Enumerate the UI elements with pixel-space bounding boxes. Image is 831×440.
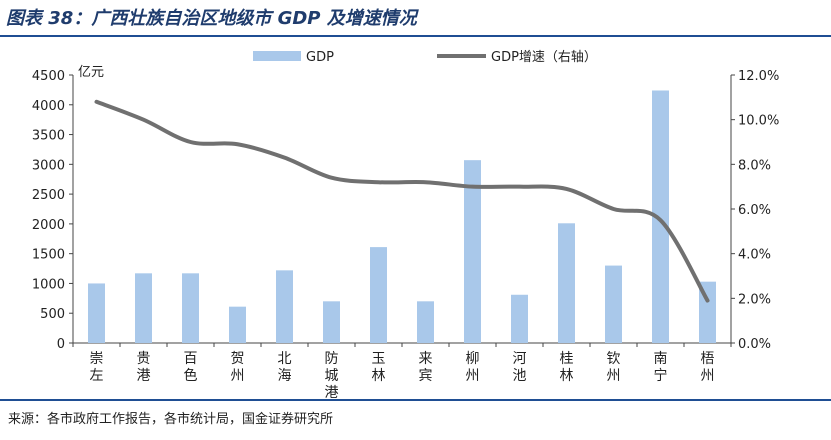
y2-tick-label: 10.0% bbox=[738, 114, 779, 129]
y-tick-label: 1500 bbox=[32, 248, 65, 263]
y-tick-label: 4500 bbox=[32, 69, 65, 84]
y-axis-unit: 亿元 bbox=[78, 65, 104, 80]
gdp-bar bbox=[558, 223, 575, 343]
gdp-bar bbox=[699, 281, 716, 343]
x-tick-label: 北海 bbox=[278, 351, 292, 384]
y-tick-label: 1000 bbox=[32, 277, 65, 292]
gdp-bar bbox=[464, 160, 481, 343]
y-tick-label: 3500 bbox=[32, 129, 65, 144]
x-tick-label: 桂林 bbox=[560, 351, 574, 384]
x-tick-label: 贺州 bbox=[231, 351, 245, 384]
y2-tick-label: 12.0% bbox=[738, 69, 779, 84]
y2-tick-label: 0.0% bbox=[738, 337, 771, 352]
x-tick-label: 崇左 bbox=[90, 351, 104, 384]
y-tick-label: 2000 bbox=[32, 218, 65, 233]
legend-bar-label: GDP bbox=[306, 50, 334, 65]
chart-title: 图表 38：广西壮族自治区地级市 GDP 及增速情况 bbox=[6, 8, 417, 29]
source-rule bbox=[0, 399, 831, 401]
y-tick-label: 3000 bbox=[32, 158, 65, 173]
y-tick-label: 500 bbox=[40, 307, 65, 322]
x-tick-label: 防城港 bbox=[325, 351, 339, 401]
gdp-growth-line bbox=[94, 99, 710, 303]
gdp-bar bbox=[323, 301, 340, 343]
y2-tick-label: 2.0% bbox=[738, 292, 771, 307]
gdp-bar bbox=[182, 273, 199, 343]
y-tick-label: 2500 bbox=[32, 188, 65, 203]
x-tick-label: 贵港 bbox=[137, 351, 151, 384]
x-tick-label: 玉林 bbox=[372, 351, 386, 384]
gdp-bar bbox=[88, 283, 105, 343]
x-tick-label: 河池 bbox=[513, 351, 527, 384]
gdp-bar bbox=[370, 247, 387, 343]
x-tick-label: 钦州 bbox=[607, 351, 621, 384]
legend-bar-swatch bbox=[253, 51, 301, 61]
gdp-bar bbox=[652, 90, 669, 344]
y-tick-label: 4000 bbox=[32, 99, 65, 114]
legend: GDP GDP增速（右轴） bbox=[253, 50, 597, 65]
y2-tick-label: 6.0% bbox=[738, 203, 771, 218]
x-tick-label: 来宾 bbox=[419, 351, 433, 384]
source-note: 来源：各市政府工作报告，各市统计局，国金证券研究所 bbox=[8, 412, 334, 427]
gdp-bar bbox=[605, 265, 622, 343]
bar-series bbox=[88, 90, 716, 344]
tick-labels: 0 500 1000 1500 2000 2500 3000 3500 4000 4500 0.0%… bbox=[32, 69, 779, 401]
x-tick-label: 南宁 bbox=[654, 351, 668, 384]
y-tick-label: 0 bbox=[57, 337, 65, 352]
y2-tick-label: 8.0% bbox=[738, 158, 771, 173]
x-tick-label: 柳州 bbox=[466, 350, 480, 384]
legend-line-label: GDP增速（右轴） bbox=[491, 50, 597, 65]
gdp-bar bbox=[417, 301, 434, 343]
y2-tick-label: 4.0% bbox=[738, 248, 771, 263]
gdp-bar bbox=[229, 306, 246, 343]
gdp-bar bbox=[511, 294, 528, 343]
title-rule bbox=[0, 35, 831, 37]
line-series bbox=[94, 99, 710, 303]
x-tick-label: 梧州 bbox=[701, 351, 715, 384]
x-tick-label: 百色 bbox=[184, 351, 198, 384]
gdp-bar bbox=[135, 273, 152, 343]
gdp-bar bbox=[276, 270, 293, 343]
